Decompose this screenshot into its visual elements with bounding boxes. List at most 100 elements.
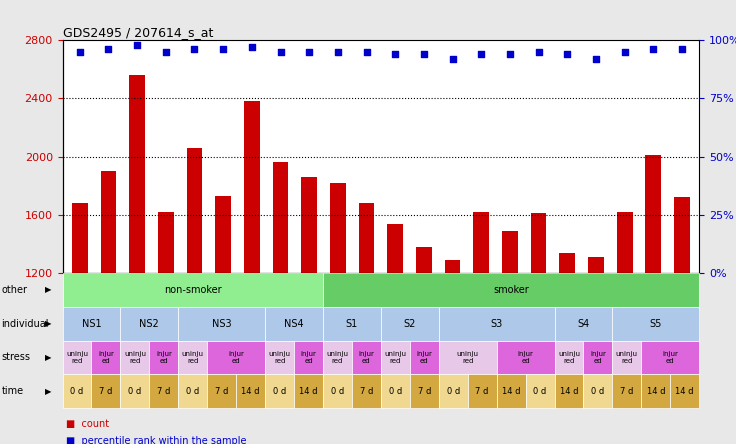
Bar	[416, 247, 432, 273]
Bar	[158, 212, 174, 273]
Point	[361, 48, 372, 55]
Text: uninju
red: uninju red	[66, 351, 88, 364]
Text: injur
ed: injur ed	[517, 351, 534, 364]
Bar	[445, 260, 461, 273]
Point	[188, 46, 200, 53]
Text: NS1: NS1	[82, 319, 102, 329]
Text: S2: S2	[403, 319, 416, 329]
Text: 0 d: 0 d	[273, 387, 286, 396]
Text: ■  percentile rank within the sample: ■ percentile rank within the sample	[66, 436, 247, 444]
Bar	[502, 231, 518, 273]
Text: ▶: ▶	[45, 285, 52, 294]
Text: S3: S3	[490, 319, 503, 329]
Point	[275, 48, 286, 55]
Text: injur
ed: injur ed	[590, 351, 606, 364]
Text: 14 d: 14 d	[646, 387, 665, 396]
Text: uninju
red: uninju red	[182, 351, 204, 364]
Text: uninju
red: uninju red	[124, 351, 146, 364]
Bar	[674, 197, 690, 273]
Text: 7 d: 7 d	[158, 387, 171, 396]
Bar	[244, 101, 260, 273]
Point	[303, 48, 315, 55]
Bar	[531, 213, 547, 273]
Point	[217, 46, 229, 53]
Text: 7 d: 7 d	[417, 387, 431, 396]
Text: 14 d: 14 d	[502, 387, 520, 396]
Text: non-smoker: non-smoker	[164, 285, 222, 295]
Text: uninju
red: uninju red	[558, 351, 580, 364]
Text: NS2: NS2	[140, 319, 159, 329]
Bar	[588, 257, 604, 273]
Bar	[559, 253, 575, 273]
Text: 14 d: 14 d	[560, 387, 578, 396]
Text: S5: S5	[650, 319, 662, 329]
Point	[389, 50, 401, 57]
Point	[102, 46, 114, 53]
Bar	[387, 223, 403, 273]
Point	[160, 48, 171, 55]
Text: 7 d: 7 d	[475, 387, 489, 396]
Text: 0 d: 0 d	[534, 387, 547, 396]
Text: uninju
red: uninju red	[457, 351, 478, 364]
Text: 7 d: 7 d	[360, 387, 373, 396]
Text: uninju
red: uninju red	[616, 351, 638, 364]
Text: injur
ed: injur ed	[98, 351, 114, 364]
Bar	[272, 163, 289, 273]
Text: uninju
red: uninju red	[269, 351, 291, 364]
Point	[447, 55, 459, 62]
Bar	[72, 203, 88, 273]
Text: ▶: ▶	[45, 353, 52, 362]
Point	[533, 48, 545, 55]
Text: 0 d: 0 d	[128, 387, 141, 396]
Point	[562, 50, 573, 57]
Point	[332, 48, 344, 55]
Point	[74, 48, 85, 55]
Point	[590, 55, 602, 62]
Text: NS3: NS3	[212, 319, 232, 329]
Point	[676, 46, 688, 53]
Text: injur
ed: injur ed	[358, 351, 375, 364]
Text: NS4: NS4	[284, 319, 304, 329]
Text: 14 d: 14 d	[241, 387, 260, 396]
Text: S1: S1	[346, 319, 358, 329]
Bar	[645, 155, 661, 273]
Bar	[358, 203, 375, 273]
Text: injur
ed: injur ed	[662, 351, 678, 364]
Point	[131, 41, 143, 48]
Point	[619, 48, 631, 55]
Text: individual: individual	[1, 319, 49, 329]
Point	[504, 50, 516, 57]
Text: 0 d: 0 d	[591, 387, 604, 396]
Text: 0 d: 0 d	[389, 387, 402, 396]
Text: uninju
red: uninju red	[327, 351, 348, 364]
Text: uninju
red: uninju red	[384, 351, 406, 364]
Text: injur
ed: injur ed	[417, 351, 432, 364]
Text: 7 d: 7 d	[99, 387, 113, 396]
Text: smoker: smoker	[493, 285, 529, 295]
Text: stress: stress	[1, 353, 30, 362]
Bar	[187, 148, 202, 273]
Bar	[215, 196, 231, 273]
Text: S4: S4	[577, 319, 590, 329]
Text: 0 d: 0 d	[186, 387, 199, 396]
Bar	[301, 177, 317, 273]
Bar	[130, 75, 145, 273]
Text: 7 d: 7 d	[215, 387, 228, 396]
Bar	[330, 183, 346, 273]
Text: 14 d: 14 d	[300, 387, 318, 396]
Text: ■  count: ■ count	[66, 420, 110, 429]
Text: injur
ed: injur ed	[156, 351, 171, 364]
Bar	[617, 212, 632, 273]
Text: injur
ed: injur ed	[228, 351, 244, 364]
Text: other: other	[1, 285, 27, 295]
Bar	[473, 212, 489, 273]
Text: GDS2495 / 207614_s_at: GDS2495 / 207614_s_at	[63, 26, 213, 39]
Text: 7 d: 7 d	[620, 387, 634, 396]
Point	[648, 46, 659, 53]
Point	[246, 44, 258, 51]
Text: injur
ed: injur ed	[300, 351, 316, 364]
Point	[418, 50, 430, 57]
Bar	[101, 171, 116, 273]
Text: ▶: ▶	[45, 319, 52, 328]
Text: 0 d: 0 d	[331, 387, 344, 396]
